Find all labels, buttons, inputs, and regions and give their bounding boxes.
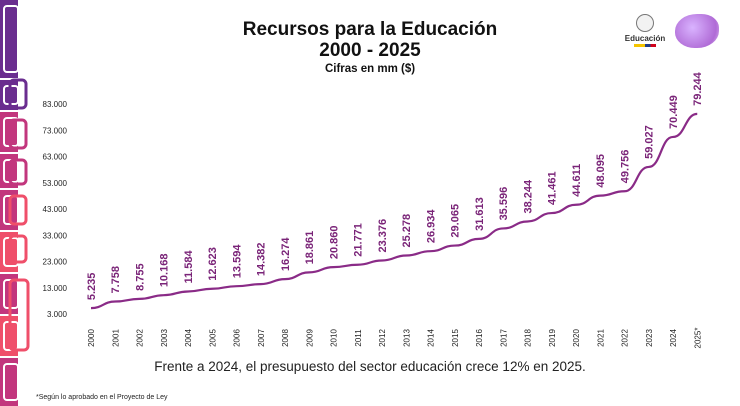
data-label: 5.235 [86,273,98,301]
data-label: 12.623 [207,247,219,281]
decor-hook [8,194,28,226]
x-tick-label: 2021 [596,329,605,347]
education-logo: Educación [622,14,668,47]
data-label: 21.771 [353,223,365,257]
illustration-logo [675,14,719,48]
data-label: 25.278 [401,214,413,248]
data-label: 59.027 [644,125,656,159]
flag-stripe-icon [634,44,656,47]
x-tick-label: 2012 [378,329,387,347]
data-label: 48.095 [595,154,607,188]
series-line [90,112,698,310]
data-label: 23.376 [377,219,389,253]
data-label: 29.065 [450,204,462,238]
data-label: 13.594 [232,244,244,279]
y-tick-label: 23.000 [43,258,68,267]
y-tick-label: 53.000 [43,179,68,188]
decor-hook [8,158,28,186]
x-tick-label: 2003 [160,329,169,347]
y-tick-label: 33.000 [43,231,68,240]
data-label: 7.758 [110,266,122,294]
x-tick-label: 2008 [281,329,290,347]
data-label: 16.274 [280,237,292,272]
education-logo-text: Educación [624,34,666,43]
x-tick-label: 2020 [572,329,581,347]
data-label: 8.755 [135,263,147,291]
x-tick-label: 2022 [621,329,630,347]
decor-hook [8,278,30,352]
y-tick-label: 3.000 [47,310,68,319]
x-tick-label: 2018 [524,329,533,347]
x-tick-label: 2009 [305,329,314,347]
x-tick-label: 2025* [693,328,702,349]
decor-hook [8,118,28,150]
x-tick-label: 2010 [330,329,339,347]
data-label: 18.861 [304,231,316,265]
chart-title: Recursos para la Educación [242,19,498,40]
x-tick-label: 2000 [87,329,96,347]
decor-hook [8,234,28,264]
x-tick-label: 2017 [499,329,508,347]
data-label: 49.756 [620,150,632,184]
data-label: 11.584 [183,250,195,284]
y-tick-label: 83.000 [43,100,68,109]
x-tick-label: 2015 [451,329,460,347]
x-tick-label: 2007 [257,329,266,347]
data-label: 38.244 [523,179,535,214]
side-decoration [0,0,30,406]
data-label: 26.934 [426,209,438,244]
x-tick-label: 2013 [402,329,411,347]
y-tick-label: 13.000 [43,284,68,293]
x-tick-label: 2002 [136,329,145,347]
chart-period: 2000 - 2025 [319,40,421,61]
x-tick-label: 2011 [354,329,363,347]
y-tick-label: 63.000 [43,153,68,162]
data-label: 20.860 [329,225,341,259]
x-tick-label: 2014 [427,329,436,347]
decor-motif [3,363,19,401]
x-tick-label: 2023 [645,329,654,347]
data-label: 10.168 [159,254,171,288]
data-label: 35.596 [498,187,510,221]
data-label: 41.461 [547,171,559,205]
x-tick-label: 2019 [548,329,557,347]
data-label: 70.449 [668,95,680,129]
data-label: 44.611 [571,164,583,197]
decor-hook [8,78,28,110]
x-tick-label: 2004 [184,329,193,347]
x-tick-label: 2016 [475,329,484,347]
coat-of-arms-icon [636,14,654,32]
growth-note: Frente a 2024, el presupuesto del sector… [154,359,586,374]
data-label: 31.613 [474,197,486,231]
x-tick-label: 2024 [669,329,678,347]
x-tick-label: 2005 [208,329,217,347]
footnote: *Según lo aprobado en el Proyecto de Ley [36,394,168,401]
decor-motif [3,5,19,73]
chart-subtitle: Cifras en mm ($) [324,63,416,75]
data-label: 79.244 [692,71,704,106]
x-tick-label: 2001 [111,329,120,347]
data-label: 14.382 [256,242,268,276]
y-tick-label: 73.000 [43,126,68,135]
y-tick-label: 43.000 [43,205,68,214]
x-tick-label: 2006 [233,329,242,347]
